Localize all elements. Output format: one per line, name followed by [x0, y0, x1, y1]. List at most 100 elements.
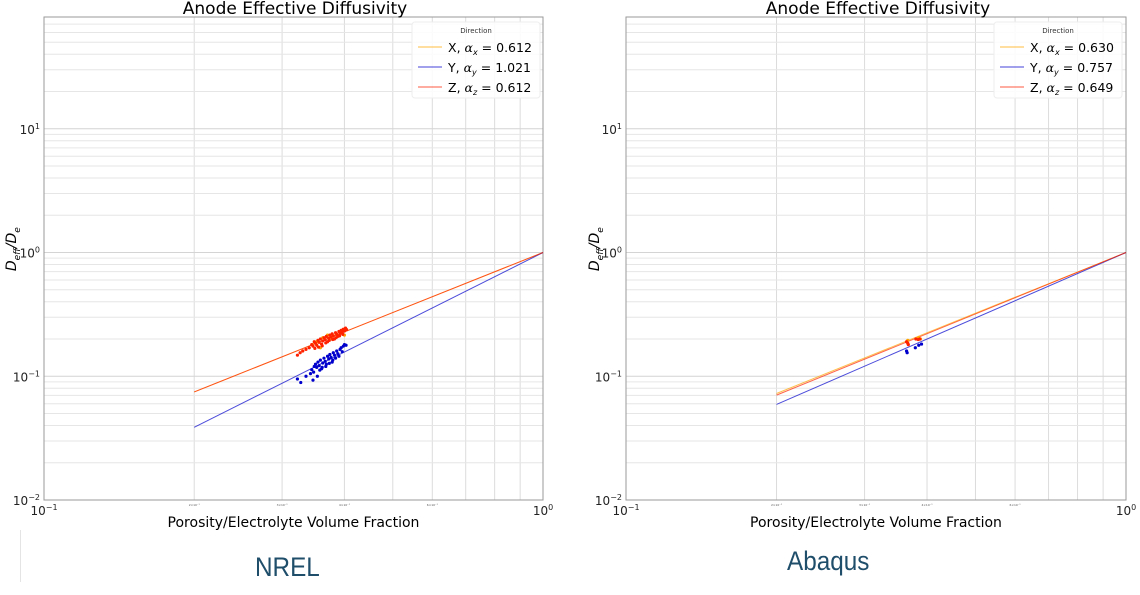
data-point-y — [331, 358, 335, 362]
data-point-z — [316, 345, 321, 349]
scatter-series-z — [295, 326, 349, 357]
data-point-z — [323, 337, 327, 342]
data-point-z — [318, 337, 322, 341]
data-point-y — [917, 343, 921, 347]
y-axis-label: Deff/De — [4, 227, 23, 271]
y-tick-label: 101 — [602, 122, 622, 137]
data-point-y — [335, 349, 339, 353]
data-point-y — [337, 354, 341, 358]
legend-label-x: X, αx = 0.630 — [1030, 40, 1114, 57]
x-minor-tick-label: 3×10⁻¹ — [277, 503, 289, 507]
x-tick-label: 10−1 — [612, 503, 639, 518]
y-tick-label: 10−1 — [595, 369, 622, 384]
fit-line-z — [776, 252, 1127, 396]
data-point-y — [317, 363, 321, 368]
legend-title: Direction — [1042, 27, 1074, 35]
y-tick-label: 100 — [602, 246, 622, 261]
data-point-z — [344, 328, 349, 332]
y-axis-label: Deff/De — [587, 227, 606, 271]
data-point-y — [327, 361, 331, 366]
data-point-z — [311, 344, 315, 348]
data-point-y — [325, 354, 330, 358]
data-point-z — [334, 336, 338, 340]
data-point-y — [316, 360, 320, 364]
data-point-z — [341, 332, 345, 336]
legend-title: Direction — [460, 27, 492, 35]
chart-panel-nrel: Anode Effective Diffusivity 10−210−1 100 10… — [4, 0, 553, 531]
data-point-y — [332, 353, 337, 357]
data-point-z — [313, 346, 317, 350]
legend-box — [411, 21, 541, 99]
data-point-y — [336, 352, 340, 356]
data-point-y — [331, 351, 335, 355]
data-point-z — [301, 349, 305, 353]
data-point-y — [320, 365, 324, 369]
grid — [625, 16, 1126, 501]
data-point-y — [312, 370, 316, 374]
data-point-z — [327, 338, 331, 342]
data-point-y — [308, 372, 313, 376]
y-tick-label: 10−2 — [13, 493, 40, 508]
data-point-y — [313, 362, 318, 366]
data-point-z — [298, 351, 302, 355]
data-point-z — [331, 334, 335, 338]
x-axis-label: Porosity/Electrolyte Volume Fraction — [750, 515, 1002, 531]
x-minor-tick-label: 6×10⁻¹ — [427, 503, 439, 507]
x-minor-tick-label: 2×10⁻¹ — [189, 503, 201, 507]
data-point-z — [331, 337, 335, 342]
data-point-y — [315, 374, 319, 378]
data-point-z — [324, 334, 328, 338]
data-point-y — [905, 351, 909, 355]
data-point-y — [328, 352, 332, 357]
legend-box — [993, 21, 1123, 99]
legend: Direction X, αx = 0.612 Y, αy = 1.021 Z, αz… — [411, 21, 541, 99]
scatter-series-y — [295, 343, 348, 385]
data-point-y — [344, 343, 348, 347]
data-point-y — [304, 374, 308, 378]
data-point-y — [919, 342, 924, 346]
data-point-z — [337, 334, 342, 338]
data-point-y — [299, 380, 303, 385]
data-point-y — [327, 357, 331, 361]
y-tick-label: 101 — [20, 122, 40, 137]
x-tick-label: 100 — [1116, 503, 1136, 518]
data-point-z — [317, 340, 321, 344]
x-minor-tick-label: 3×10⁻¹ — [859, 503, 871, 507]
legend-label-y: Y, αy = 1.021 — [447, 60, 531, 77]
data-point-y — [324, 364, 328, 369]
chart-title: Anode Effective Diffusivity — [183, 0, 407, 19]
data-point-z — [321, 339, 325, 343]
x-tick-label: 10−1 — [30, 503, 57, 518]
data-point-z — [320, 344, 324, 348]
data-point-z — [295, 353, 300, 357]
caption-abaqus: Abaqus — [787, 546, 870, 576]
data-point-z — [304, 347, 308, 351]
x-tick-label: 100 — [533, 503, 553, 518]
legend: Direction X, αx = 0.630 Y, αy = 0.757 Z, αz… — [993, 21, 1123, 99]
grid — [43, 16, 543, 501]
data-point-z — [918, 337, 922, 341]
fit-line-y — [776, 252, 1127, 405]
x-axis-label: Porosity/Electrolyte Volume Fraction — [168, 515, 420, 531]
data-point-y — [321, 361, 325, 365]
x-minor-tick-label: 6×10⁻¹ — [1010, 503, 1022, 507]
legend-label-y: Y, αy = 0.757 — [1029, 60, 1113, 77]
data-point-z — [324, 341, 328, 345]
data-point-z — [906, 343, 910, 347]
data-point-z — [307, 346, 311, 350]
legend-label-z: Z, αz = 0.612 — [448, 80, 531, 97]
chart-title: Anode Effective Diffusivity — [766, 0, 990, 19]
plot-frame — [625, 16, 1127, 501]
caption-nrel: NREL — [255, 552, 320, 582]
data-point-y — [295, 377, 300, 381]
data-point-y — [315, 365, 319, 369]
data-point-y — [318, 358, 322, 362]
y-tick-label: 10−2 — [595, 493, 622, 508]
data-point-y — [310, 368, 314, 372]
x-minor-tick-label: 4×10⁻¹ — [339, 503, 351, 507]
data-point-y — [333, 356, 338, 360]
scatter-series-y — [904, 342, 924, 355]
fit-line-z — [194, 252, 544, 393]
data-point-y — [318, 368, 322, 372]
